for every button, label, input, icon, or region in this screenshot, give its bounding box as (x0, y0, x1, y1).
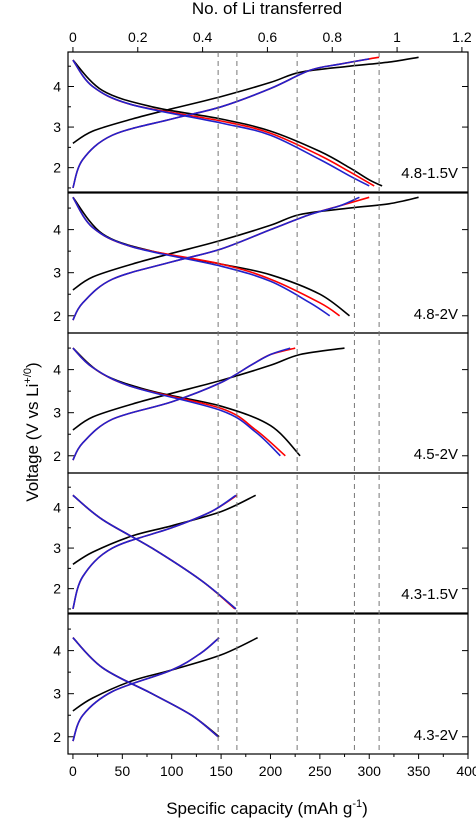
y-tick-label: 2 (53, 729, 61, 745)
curve-black-charge (72, 196, 419, 291)
panel-frame (67, 332, 469, 474)
top-tick-label: 0.8 (323, 29, 343, 45)
top-tick-label: 1 (393, 29, 401, 45)
panel-label: 4.3-1.5V (401, 586, 458, 603)
panel-label: 4.5-2V (414, 446, 458, 463)
y-tick-label: 3 (53, 265, 61, 281)
curve-red-charge (72, 494, 238, 610)
curve-blue-discharge (72, 196, 331, 317)
top-tick-label: 0.4 (193, 29, 213, 45)
x-axis-title: Specific capacity (mAh g-1) (166, 798, 368, 818)
panel-label: 4.3-2V (414, 727, 458, 744)
curve-blue-charge (72, 347, 291, 461)
y-tick-label: 4 (53, 78, 61, 94)
panel-4.5-2V: 2 3 4 4.5-2V (53, 332, 469, 474)
panel-frame (67, 51, 469, 193)
curve-blue-charge (72, 637, 220, 742)
curve-red-charge (72, 637, 220, 742)
y-tick-label: 2 (53, 160, 61, 176)
panel-4.8-2V: 2 3 4 4.8-2V (53, 192, 469, 334)
y-tick-label: 4 (53, 499, 61, 515)
curve-black-discharge (72, 637, 220, 738)
panel-label: 4.8-1.5V (401, 165, 458, 182)
x-tick-label: 250 (308, 763, 332, 779)
y-tick-label: 4 (53, 222, 61, 238)
y-tick-label: 2 (53, 448, 61, 464)
curve-black-charge (72, 636, 258, 712)
curve-black-charge (72, 494, 257, 565)
curve-black-charge (72, 56, 419, 144)
y-tick-label: 2 (53, 308, 61, 324)
x-tick-label: 0 (69, 763, 77, 779)
curve-red-charge (72, 196, 370, 321)
top-axis-title: No. of Li transferred (192, 0, 342, 18)
panel-4.3-1.5V: 2 3 4 4.3-1.5V (53, 472, 469, 614)
curve-red-charge (72, 347, 296, 461)
x-tick-label: 200 (259, 763, 283, 779)
y-tick-label: 3 (53, 119, 61, 135)
top-tick-label: 1.2 (452, 29, 472, 45)
x-tick-label: 300 (358, 763, 382, 779)
panel-label: 4.8-2V (414, 306, 458, 323)
panel-frame (67, 192, 469, 334)
panel-4.3-2V: 2 3 4 4.3-2V (53, 613, 469, 755)
x-tick-label: 150 (209, 763, 233, 779)
top-tick-label: 0 (69, 29, 77, 45)
x-tick-label: 50 (115, 763, 131, 779)
panel-frame (67, 472, 469, 614)
curve-black-discharge (72, 347, 301, 457)
y-tick-label: 2 (53, 581, 61, 597)
plot-area: 2 3 4 4.8-1.5V 2 3 4 4.8-2V 2 3 4 4.5-2V 2 3 4 4.3-1.5V… (53, 29, 476, 779)
top-tick-label: 0.2 (128, 29, 148, 45)
curve-blue-discharge (72, 347, 281, 457)
curve-black-charge (72, 347, 345, 431)
panel-frame (67, 613, 469, 755)
x-tick-label: 100 (160, 763, 184, 779)
curve-blue-charge (72, 196, 360, 321)
top-tick-label: 0.6 (258, 29, 278, 45)
y-tick-label: 4 (53, 362, 61, 378)
curve-black-discharge (72, 59, 383, 187)
x-tick-label: 350 (407, 763, 431, 779)
y-axis-title: Voltage (V vs Li+/0) (22, 362, 42, 501)
curve-red-discharge (72, 637, 219, 738)
curve-blue-discharge (72, 637, 219, 738)
curve-blue-discharge (72, 494, 237, 610)
panel-4.8-1.5V: 2 3 4 4.8-1.5V (53, 51, 469, 193)
y-tick-label: 3 (53, 405, 61, 421)
curve-blue-charge (72, 58, 370, 189)
x-tick-label: 400 (456, 763, 476, 779)
y-tick-label: 3 (53, 540, 61, 556)
y-tick-label: 3 (53, 686, 61, 702)
y-tick-label: 4 (53, 643, 61, 659)
curve-blue-charge (72, 494, 237, 610)
curve-blue-discharge (72, 59, 370, 187)
